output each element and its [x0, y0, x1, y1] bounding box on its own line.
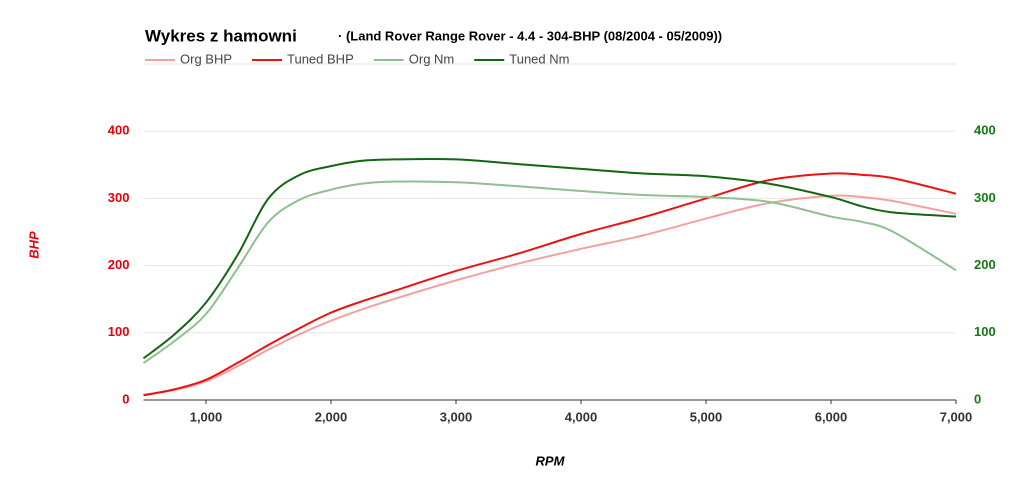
y2-tick-label: 200	[974, 257, 996, 272]
legend-label: Org BHP	[180, 51, 232, 66]
y-tick-label: 300	[108, 190, 130, 205]
x-tick-label: 7,000	[940, 409, 973, 424]
y-tick-label: 0	[122, 391, 129, 406]
x-tick-label: 6,000	[815, 409, 848, 424]
legend-label: Org Nm	[409, 51, 455, 66]
y2-tick-label: 100	[974, 324, 996, 339]
chart-subtitle: · (Land Rover Range Rover - 4.4 - 304-BH…	[338, 28, 722, 43]
y-axis-title: BHP	[26, 231, 41, 259]
y-tick-label: 400	[108, 123, 130, 138]
legend-label: Tuned Nm	[509, 51, 569, 66]
legend-label: Tuned BHP	[287, 51, 354, 66]
series-line	[142, 180, 957, 364]
x-tick-label: 4,000	[565, 409, 598, 424]
x-tick-label: 5,000	[690, 409, 723, 424]
x-tick-label: 2,000	[315, 409, 348, 424]
x-tick-label: 1,000	[190, 409, 223, 424]
x-tick-label: 3,000	[440, 409, 473, 424]
y-tick-label: 200	[108, 257, 130, 272]
y2-tick-label: 0	[974, 391, 981, 406]
series-line	[142, 158, 957, 360]
series-line	[143, 172, 957, 397]
y-tick-label: 100	[108, 324, 130, 339]
y2-tick-label: 400	[974, 123, 996, 138]
y2-tick-label: 300	[974, 190, 996, 205]
chart-title: Wykres z hamowni	[145, 26, 297, 45]
series-line	[143, 194, 957, 396]
x-axis-title: RPM	[536, 453, 566, 468]
